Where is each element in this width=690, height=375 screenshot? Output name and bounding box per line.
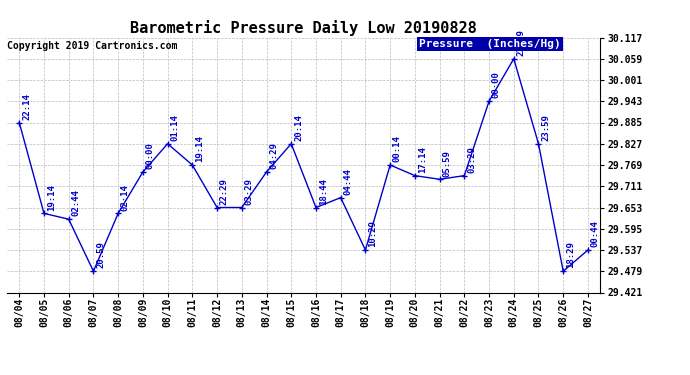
Text: 00:00: 00:00 xyxy=(492,72,501,99)
Text: 17:14: 17:14 xyxy=(417,146,426,173)
Text: 03:29: 03:29 xyxy=(467,146,476,173)
Text: 05:59: 05:59 xyxy=(442,150,451,177)
Text: 19:14: 19:14 xyxy=(47,184,56,211)
Text: 01:14: 01:14 xyxy=(170,114,179,141)
Text: 00:00: 00:00 xyxy=(146,142,155,169)
Text: 00:44: 00:44 xyxy=(591,220,600,247)
Text: 18:44: 18:44 xyxy=(319,178,328,205)
Text: 22:29: 22:29 xyxy=(220,178,229,205)
Text: 22:14: 22:14 xyxy=(22,93,31,120)
Text: 00:14: 00:14 xyxy=(393,135,402,162)
Text: 19:14: 19:14 xyxy=(195,135,204,162)
Text: 20:14: 20:14 xyxy=(294,114,303,141)
Text: 18:29: 18:29 xyxy=(566,242,575,268)
Text: Pressure  (Inches/Hg): Pressure (Inches/Hg) xyxy=(420,39,561,49)
Text: 23:59: 23:59 xyxy=(517,29,526,56)
Text: Copyright 2019 Cartronics.com: Copyright 2019 Cartronics.com xyxy=(8,41,178,51)
Text: 23:59: 23:59 xyxy=(541,114,550,141)
Text: 10:29: 10:29 xyxy=(368,220,377,247)
Text: 04:29: 04:29 xyxy=(269,142,278,169)
Text: 20:59: 20:59 xyxy=(96,242,105,268)
Text: 02:14: 02:14 xyxy=(121,184,130,211)
Text: 04:44: 04:44 xyxy=(344,168,353,195)
Text: 03:29: 03:29 xyxy=(244,178,253,205)
Title: Barometric Pressure Daily Low 20190828: Barometric Pressure Daily Low 20190828 xyxy=(130,20,477,36)
Text: 02:44: 02:44 xyxy=(72,190,81,216)
